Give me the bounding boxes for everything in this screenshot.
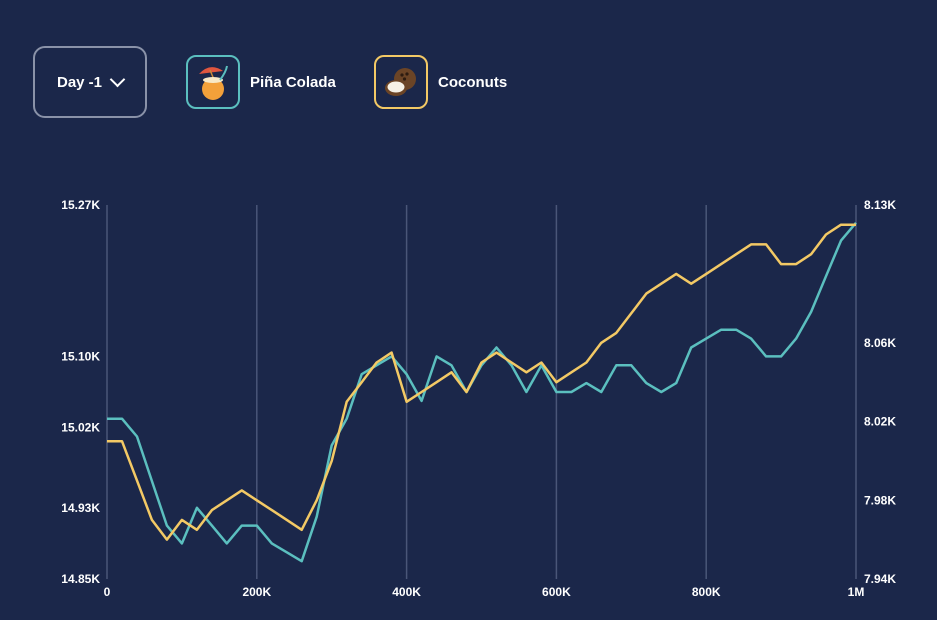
legend-label: Coconuts bbox=[438, 73, 508, 91]
x-tick-label: 400K bbox=[392, 585, 421, 599]
day-select-label: Day -1 bbox=[56, 73, 103, 91]
left-tick-label: 15.10K bbox=[61, 349, 100, 363]
series-line-pi-a-colada bbox=[107, 221, 857, 563]
x-tick-label: 800K bbox=[692, 585, 721, 599]
x-tick-label: 1M bbox=[848, 585, 865, 599]
left-tick-label: 14.85K bbox=[61, 572, 100, 586]
x-tick-label: 0 bbox=[104, 585, 111, 599]
right-tick-label: 8.06K bbox=[864, 336, 896, 350]
left-tick-label: 14.93K bbox=[61, 501, 100, 515]
legend-label: Piña Colada bbox=[250, 73, 336, 91]
legend-item-coconuts[interactable]: Coconuts bbox=[374, 55, 507, 109]
x-tick-label: 600K bbox=[542, 585, 571, 599]
right-tick-label: 7.94K bbox=[864, 572, 896, 586]
right-tick-label: 8.13K bbox=[864, 198, 896, 212]
series-line-coconuts bbox=[107, 223, 856, 541]
coconut-icon bbox=[374, 55, 428, 109]
pina-colada-icon bbox=[186, 55, 240, 109]
day-select[interactable]: Day -1 bbox=[33, 46, 147, 118]
legend-item-pina-colada[interactable]: Piña Colada bbox=[186, 55, 336, 109]
right-tick-label: 7.98K bbox=[864, 493, 896, 507]
x-tick-label: 200K bbox=[242, 585, 271, 599]
left-tick-label: 15.02K bbox=[61, 421, 100, 435]
right-tick-label: 8.02K bbox=[864, 415, 896, 429]
left-tick-label: 15.27K bbox=[61, 198, 100, 212]
